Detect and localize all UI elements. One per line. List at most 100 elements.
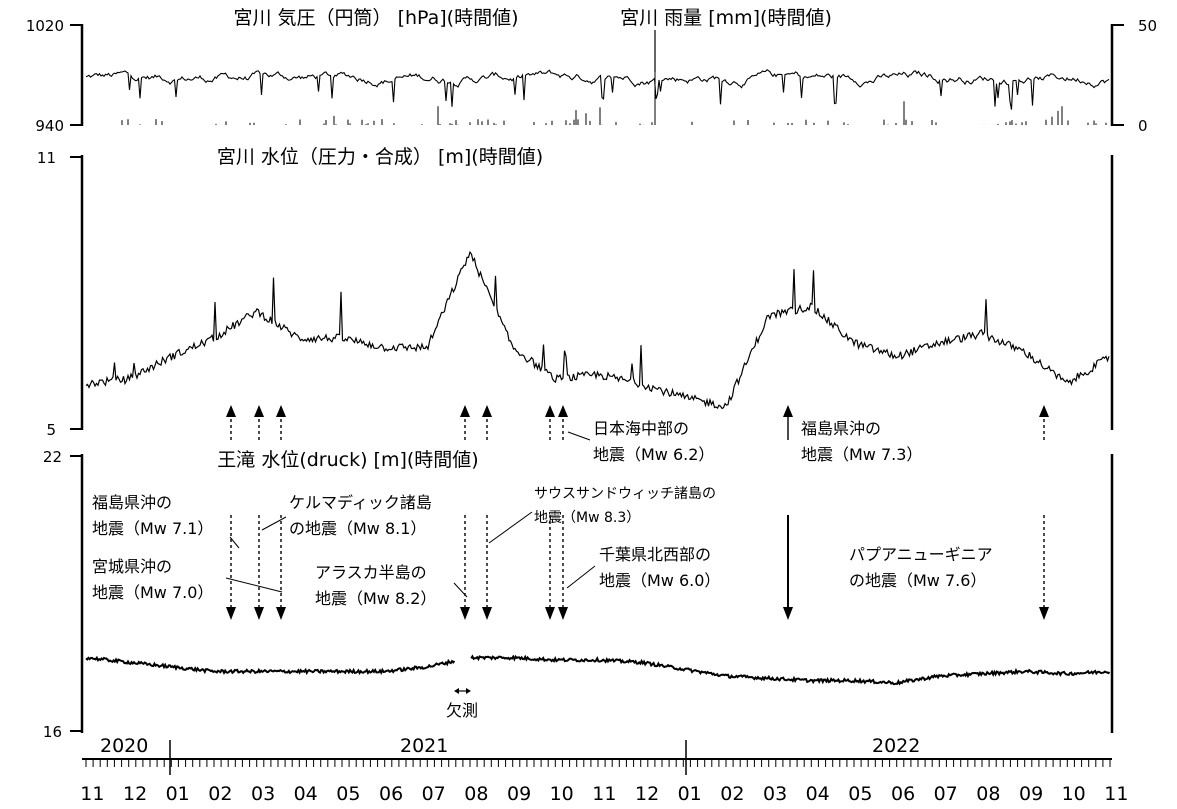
quake-down-arrowhead-2 xyxy=(276,607,286,620)
mid-tick-min: 5 xyxy=(46,421,56,439)
top-right-tick-min: 0 xyxy=(1138,117,1148,135)
bot-tick-min: 16 xyxy=(43,723,62,741)
quake-down-arrowhead-8 xyxy=(1039,607,1049,620)
top-left-tick-max: 1020 xyxy=(26,17,64,35)
month-label: 02 xyxy=(208,783,232,805)
year-label-2022: 2022 xyxy=(872,735,920,757)
quake-label-alaska-l1: アラスカ半島の xyxy=(315,563,427,582)
month-label: 10 xyxy=(1062,783,1086,805)
mid-tick-max: 11 xyxy=(37,149,56,167)
leader-kermadec xyxy=(261,516,287,531)
month-label: 03 xyxy=(763,783,787,805)
earthquake-markers xyxy=(226,405,1049,620)
annotations: 福島県沖の 地震（Mw 7.1） 宮城県沖の 地震（Mw 7.0） ケルマディッ… xyxy=(92,419,993,720)
quake-up-arrowhead-8 xyxy=(1039,405,1049,417)
month-label: 04 xyxy=(294,783,318,805)
quake-up-arrowhead-6 xyxy=(558,405,568,417)
otaki-level-line-after-gap xyxy=(470,654,1111,686)
quake-down-arrowhead-0 xyxy=(226,607,236,620)
month-label: 07 xyxy=(934,783,958,805)
month-label: 11 xyxy=(592,783,616,805)
top-right-tick-max: 50 xyxy=(1138,17,1157,35)
otaki-level-title: 王滝 水位(druck) [m](時間値) xyxy=(217,449,478,471)
leader-chiba xyxy=(566,565,596,589)
day-ticks xyxy=(85,759,1111,767)
quake-up-arrowhead-2 xyxy=(276,405,286,417)
otaki-level-line-before-gap xyxy=(85,655,456,676)
month-label: 12 xyxy=(123,783,147,805)
panel-bottom: 22 16 王滝 水位(druck) [m](時間値) xyxy=(43,448,1114,741)
month-label: 03 xyxy=(251,783,275,805)
month-label: 12 xyxy=(635,783,659,805)
quake-up-arrowhead-4 xyxy=(482,405,492,417)
month-label: 04 xyxy=(806,783,830,805)
pressure-series-line xyxy=(85,68,1110,110)
month-labels: 11 12 01 02 03 04 05 06 07 08 09 10 11 12 01 02 03 04 05 06… xyxy=(80,783,1128,805)
quake-label-japan-sea-l2: 地震（Mw 6.2） xyxy=(593,445,714,464)
rain-series-bars xyxy=(121,69,1107,125)
panel-top: 1020 940 50 0 宮川 気圧（円筒） [hPa](時間値) 宮川 雨量… xyxy=(26,7,1157,135)
month-label: 10 xyxy=(550,783,574,805)
pressure-title: 宮川 気圧（円筒） [hPa](時間値) xyxy=(233,7,518,29)
month-label: 02 xyxy=(720,783,744,805)
leader-miyagi xyxy=(225,577,283,593)
quake-label-kermadec-l1: ケルマディック諸島 xyxy=(289,493,432,512)
rain-title: 宮川 雨量 [mm](時間値) xyxy=(620,7,832,29)
missing-data-label: 欠測 xyxy=(446,701,478,720)
month-label: 05 xyxy=(336,783,360,805)
quake-down-arrowhead-7 xyxy=(783,607,793,620)
month-label: 08 xyxy=(464,783,488,805)
missing-arrow-right-head xyxy=(466,688,471,694)
month-label: 09 xyxy=(1019,783,1043,805)
month-label: 01 xyxy=(678,783,702,805)
quake-label-fukushima-2022-l1: 福島県沖の xyxy=(801,419,881,438)
year-label-2021: 2021 xyxy=(400,735,448,757)
quake-label-fukushima-2021-l2: 地震（Mw 7.1） xyxy=(92,519,213,538)
month-label: 09 xyxy=(507,783,531,805)
quake-up-arrowhead-3 xyxy=(460,405,470,417)
month-label: 11 xyxy=(80,783,104,805)
quake-up-arrowhead-1 xyxy=(254,405,264,417)
quake-down-arrowhead-1 xyxy=(254,607,264,620)
quake-label-chiba-l1: 千葉県北西部の xyxy=(599,545,711,564)
year-label-2020: 2020 xyxy=(100,735,148,757)
quake-down-arrowhead-6 xyxy=(558,607,568,620)
month-label: 06 xyxy=(891,783,915,805)
miyagawa-level-line xyxy=(85,250,1110,410)
top-left-tick-min: 940 xyxy=(35,117,64,135)
quake-up-arrowhead-0 xyxy=(226,405,236,417)
quake-down-arrowhead-3 xyxy=(460,607,470,620)
month-label: 06 xyxy=(379,783,403,805)
quake-down-arrowhead-4 xyxy=(482,607,492,620)
time-axis: 2020 2021 2022 11 12 01 02 03 04 05 06 07 08 09 10 1… xyxy=(80,735,1128,805)
leader-south-sandwich xyxy=(488,511,533,544)
quake-label-south-sandwich-l1: サウスサンドウィッチ諸島の xyxy=(534,486,716,502)
quake-label-kermadec-l2: の地震（Mw 8.1） xyxy=(289,519,426,538)
leader-alaska xyxy=(453,582,468,598)
quake-label-fukushima-2022-l2: 地震（Mw 7.3） xyxy=(801,445,922,464)
quake-label-miyagi-l1: 宮城県沖の xyxy=(92,557,172,576)
month-label: 07 xyxy=(422,783,446,805)
quake-label-chiba-l2: 地震（Mw 6.0） xyxy=(599,571,720,590)
month-label: 08 xyxy=(976,783,1000,805)
missing-data-marker: 欠測 xyxy=(446,688,478,720)
month-label: 05 xyxy=(848,783,872,805)
quake-label-japan-sea-l1: 日本海中部の xyxy=(593,419,689,438)
quake-label-png-l2: の地震（Mw 7.6） xyxy=(849,571,986,590)
panel-middle: 11 5 宮川 水位（圧力・合成） [m](時間値) xyxy=(37,146,1114,439)
month-label: 11 xyxy=(1104,783,1128,805)
month-label: 01 xyxy=(166,783,190,805)
leader-japan-sea xyxy=(567,431,591,441)
quake-up-arrowhead-5 xyxy=(545,405,555,417)
bot-tick-max: 22 xyxy=(43,448,62,466)
quake-label-south-sandwich-l2: 地震（Mw 8.3） xyxy=(534,510,640,526)
quake-label-miyagi-l2: 地震（Mw 7.0） xyxy=(92,583,213,602)
miyagawa-level-title: 宮川 水位（圧力・合成） [m](時間値) xyxy=(217,146,543,168)
quake-up-arrowhead-7 xyxy=(783,405,793,417)
quake-label-alaska-l2: 地震（Mw 8.2） xyxy=(315,589,436,608)
missing-arrow-left-head xyxy=(454,688,459,694)
leader-fukushima-2021 xyxy=(229,536,240,549)
quake-down-arrowhead-5 xyxy=(545,607,555,620)
quake-label-png-l1: パプアニューギニア xyxy=(849,545,993,564)
